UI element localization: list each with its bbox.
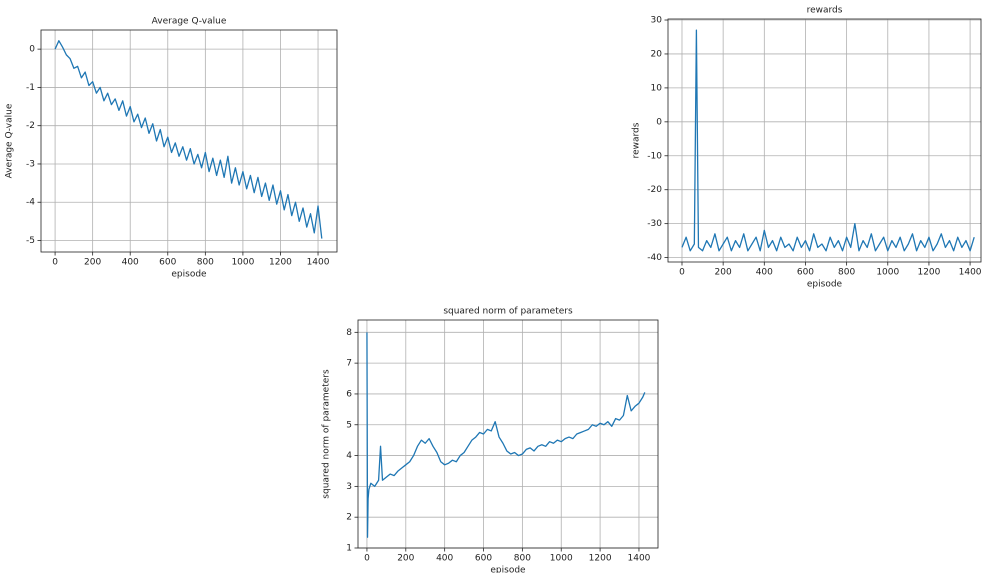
x-tick-label: 400	[436, 554, 453, 564]
x-tick-label: 600	[797, 268, 814, 278]
y-tick-label: -3	[26, 159, 35, 169]
y-tick-label: -30	[647, 219, 662, 229]
x-tick-label: 1400	[959, 268, 982, 278]
x-tick-label: 1000	[876, 268, 899, 278]
y-axis-label: rewards	[632, 122, 642, 158]
y-tick-label: 8	[346, 328, 352, 338]
x-tick-label: 600	[475, 554, 492, 564]
x-axis-label: episode	[490, 566, 526, 573]
x-tick-label: 200	[715, 268, 732, 278]
y-tick-label: -4	[26, 198, 35, 208]
y-tick-label: 0	[656, 117, 662, 127]
y-tick-label: 30	[651, 16, 663, 26]
x-tick-label: 1000	[231, 258, 254, 268]
plot-frame	[40, 29, 338, 253]
y-tick-label: -1	[26, 83, 35, 93]
chart-title: squared norm of parameters	[443, 307, 573, 317]
x-tick-label: 200	[84, 258, 101, 268]
chart: 0 200 400 600 800 1000 1200 1400 1 2 3 4 5 6 7 8 squared…	[322, 307, 659, 573]
data-line	[54, 40, 323, 239]
y-tick-label: 10	[651, 83, 663, 93]
x-tick-label: 600	[159, 258, 176, 268]
x-tick-label: 1400	[307, 258, 330, 268]
chart-title: rewards	[807, 6, 843, 16]
x-tick-label: 800	[514, 554, 531, 564]
y-axis-label: Average Q-value	[5, 103, 15, 178]
y-tick-label: 1	[346, 544, 352, 554]
x-axis-label: episode	[807, 280, 843, 290]
plot-frame	[357, 319, 659, 549]
y-axis-label: squared norm of parameters	[322, 369, 332, 499]
y-tick-label: 4	[346, 451, 352, 461]
x-tick-label: 0	[679, 268, 685, 278]
chart: 0 200 400 600 800 1000 1200 1400 30 20 10 0 -10 -20 -3…	[632, 6, 982, 290]
y-tick-label: -2	[26, 121, 35, 131]
data-line	[366, 332, 646, 538]
x-tick-label: 800	[838, 268, 855, 278]
x-tick-label: 1000	[550, 554, 573, 564]
y-tick-label: -10	[647, 151, 662, 161]
x-tick-label: 0	[364, 554, 370, 564]
data-line	[681, 29, 975, 252]
x-tick-label: 200	[397, 554, 414, 564]
x-tick-label: 1400	[628, 554, 651, 564]
y-tick-label: -20	[647, 185, 662, 195]
y-tick-label: 0	[29, 45, 35, 55]
x-tick-label: 400	[122, 258, 139, 268]
x-tick-label: 400	[756, 268, 773, 278]
y-tick-label: 20	[651, 49, 663, 59]
y-tick-label: 6	[346, 389, 352, 399]
y-tick-label: -5	[26, 236, 35, 246]
y-tick-label: 7	[346, 359, 352, 369]
x-tick-label: 1200	[917, 268, 940, 278]
chart-title: Average Q-value	[152, 17, 227, 27]
x-axis-label: episode	[171, 270, 207, 280]
y-tick-label: 3	[346, 482, 352, 492]
y-tick-label: -40	[647, 253, 662, 263]
y-tick-label: 2	[346, 513, 352, 523]
x-tick-label: 800	[197, 258, 214, 268]
plot-frame	[667, 18, 982, 263]
chart: 0 200 400 600 800 1000 1200 1400 0 -1 -2 -3 -4 -5 Aver…	[5, 17, 338, 280]
x-tick-label: 1200	[269, 258, 292, 268]
x-tick-label: 1200	[589, 554, 612, 564]
x-tick-label: 0	[52, 258, 58, 268]
y-tick-label: 5	[346, 420, 352, 430]
